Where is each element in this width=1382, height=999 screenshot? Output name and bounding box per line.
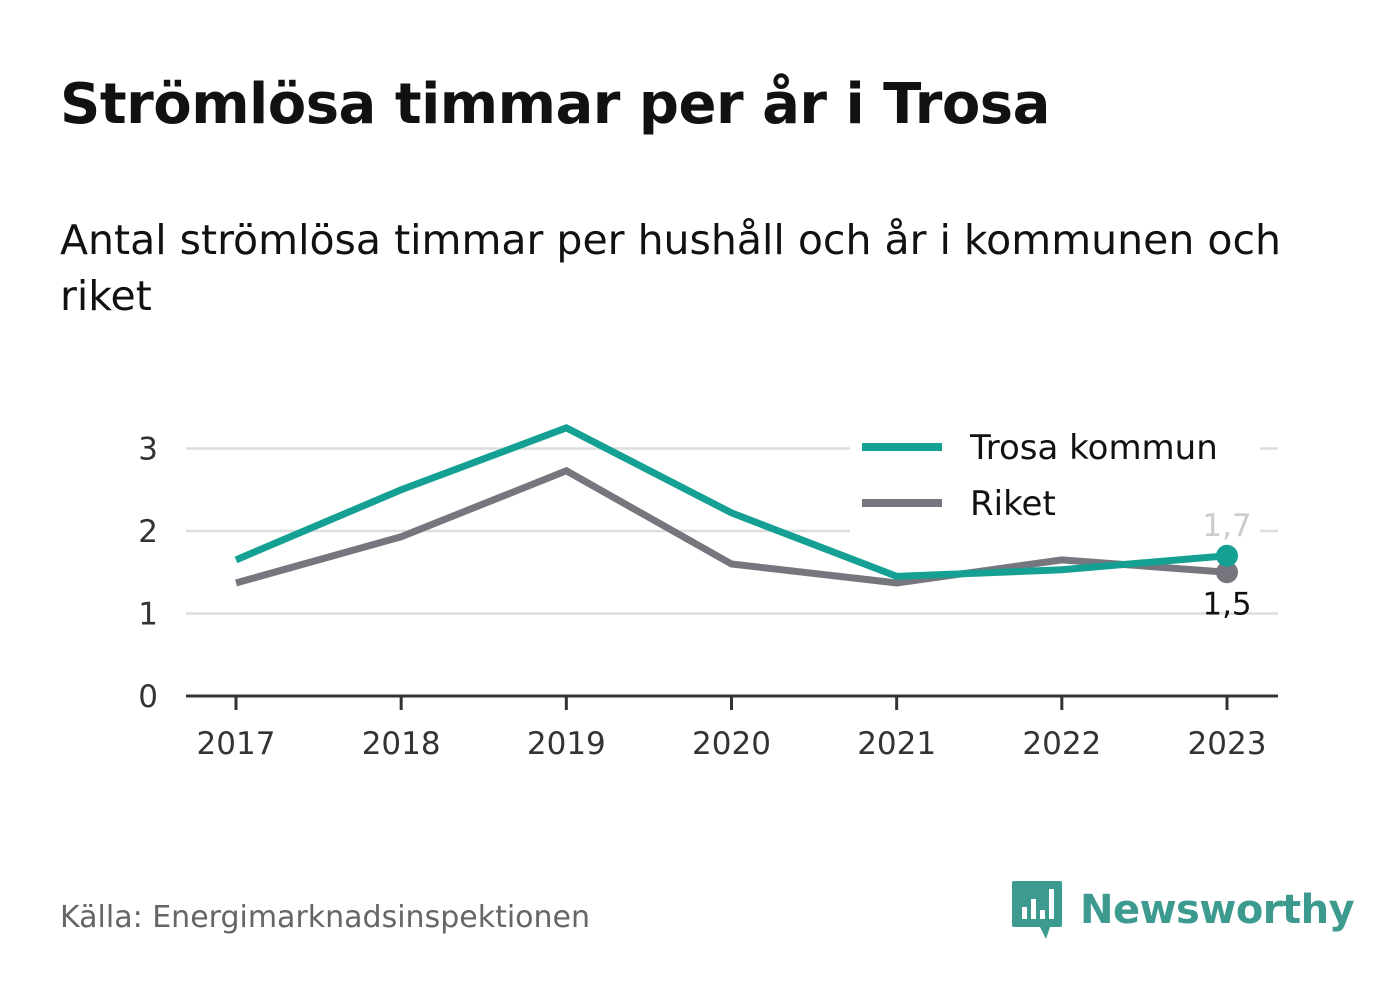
- end-point: [1216, 561, 1238, 584]
- legend-label: Trosa kommun: [969, 428, 1218, 468]
- end-label: 1,5: [1202, 586, 1251, 622]
- x-tick-label: 2018: [362, 726, 441, 762]
- legend-background: [850, 420, 1260, 535]
- chart-subtitle: Antal strömlösa timmar per hushåll och å…: [60, 216, 1281, 320]
- series-lines: [234, 424, 1238, 587]
- y-tick-label: 0: [138, 679, 158, 715]
- end-label: 1,7: [1202, 508, 1251, 544]
- x-tick-label: 2019: [527, 726, 606, 762]
- y-tick-label: 3: [138, 432, 158, 468]
- newsworthy-logo-icon: [1012, 881, 1062, 939]
- x-tick-label: 2017: [197, 726, 276, 762]
- brand-name: Newsworthy: [1080, 887, 1355, 933]
- end-labels: 1,7 1,5: [1202, 508, 1251, 623]
- y-tick-label: 1: [138, 597, 158, 633]
- x-tick-label: 2020: [692, 726, 771, 762]
- y-tick-label: 2: [138, 514, 158, 550]
- end-point: [1216, 544, 1238, 567]
- x-tick-label: 2023: [1188, 726, 1267, 762]
- legend: Trosa kommun Riket: [850, 420, 1260, 535]
- chart-title: Strömlösa timmar per år i Trosa: [60, 72, 1050, 137]
- axes: 0 1 2 3 2017 2018 2019 2020 2021 2022 2023: [138, 432, 1278, 762]
- brand-logo: Newsworthy: [1010, 878, 1355, 942]
- legend-label: Riket: [970, 484, 1056, 524]
- x-tick-label: 2021: [857, 726, 936, 762]
- source-note: Källa: Energimarknadsinspektionen: [60, 900, 591, 935]
- x-tick-label: 2022: [1022, 726, 1101, 762]
